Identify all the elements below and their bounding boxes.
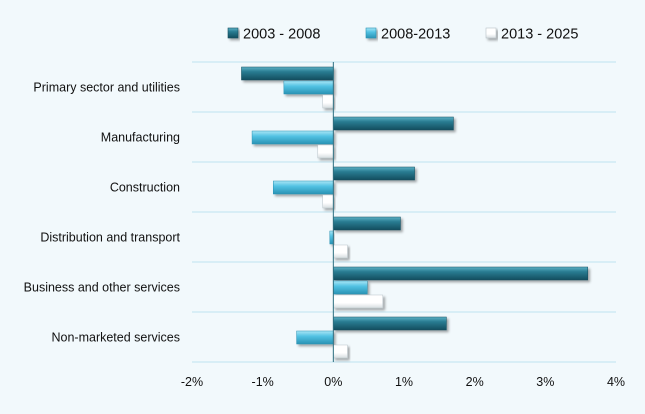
bar-3-1 bbox=[322, 94, 334, 109]
x-axis-ticks: -2% -1% 0% 1% 2% 3% 4% bbox=[181, 375, 625, 389]
x-tick-label: 1% bbox=[395, 375, 413, 389]
bar-2-6 bbox=[296, 330, 334, 345]
bar-3-2 bbox=[317, 144, 334, 159]
legend-label: 2013 - 2025 bbox=[501, 27, 578, 43]
category-label: Non-marketed services bbox=[51, 331, 180, 345]
category-labels: Primary sector and utilities Manufacturin… bbox=[24, 81, 181, 345]
bar-2-3 bbox=[273, 180, 334, 195]
legend-item-3: 2013 - 2025 bbox=[485, 27, 578, 43]
category-label: Manufacturing bbox=[101, 131, 180, 145]
x-tick-label: 3% bbox=[536, 375, 554, 389]
bar-1-6 bbox=[333, 316, 447, 331]
bar-1-3 bbox=[333, 166, 415, 181]
legend-label: 2008-2013 bbox=[381, 27, 450, 43]
bar-1-2 bbox=[333, 116, 454, 131]
x-tick-label: 0% bbox=[324, 375, 342, 389]
legend-swatch bbox=[227, 27, 239, 39]
bar-2-5 bbox=[333, 280, 368, 295]
x-tick-label: 2% bbox=[466, 375, 484, 389]
bar-1-1 bbox=[241, 66, 334, 81]
bar-2-2 bbox=[251, 130, 334, 145]
bar-3-4 bbox=[333, 244, 348, 259]
x-tick-label: -2% bbox=[181, 375, 203, 389]
category-label: Business and other services bbox=[24, 281, 180, 295]
legend-label: 2003 - 2008 bbox=[243, 27, 320, 43]
legend-swatch bbox=[365, 27, 377, 39]
bar-3-5 bbox=[333, 294, 384, 309]
bar-2-1 bbox=[283, 80, 334, 95]
x-tick-label: -1% bbox=[252, 375, 274, 389]
bar-2-4 bbox=[329, 230, 334, 245]
bar-1-5 bbox=[333, 266, 588, 281]
category-label: Primary sector and utilities bbox=[33, 81, 180, 95]
bar-1-4 bbox=[333, 216, 401, 231]
bar-3-3 bbox=[322, 194, 334, 209]
category-label: Distribution and transport bbox=[40, 231, 180, 245]
legend-item-2: 2008-2013 bbox=[365, 27, 450, 43]
category-label: Construction bbox=[110, 181, 180, 195]
grid-lines bbox=[192, 61, 616, 363]
x-tick-label: 4% bbox=[607, 375, 625, 389]
legend-item-1: 2003 - 2008 bbox=[227, 27, 320, 43]
legend: 2003 - 2008 2008-2013 2013 - 2025 bbox=[227, 27, 578, 43]
legend-swatch bbox=[485, 27, 497, 39]
bar-3-6 bbox=[333, 344, 348, 359]
